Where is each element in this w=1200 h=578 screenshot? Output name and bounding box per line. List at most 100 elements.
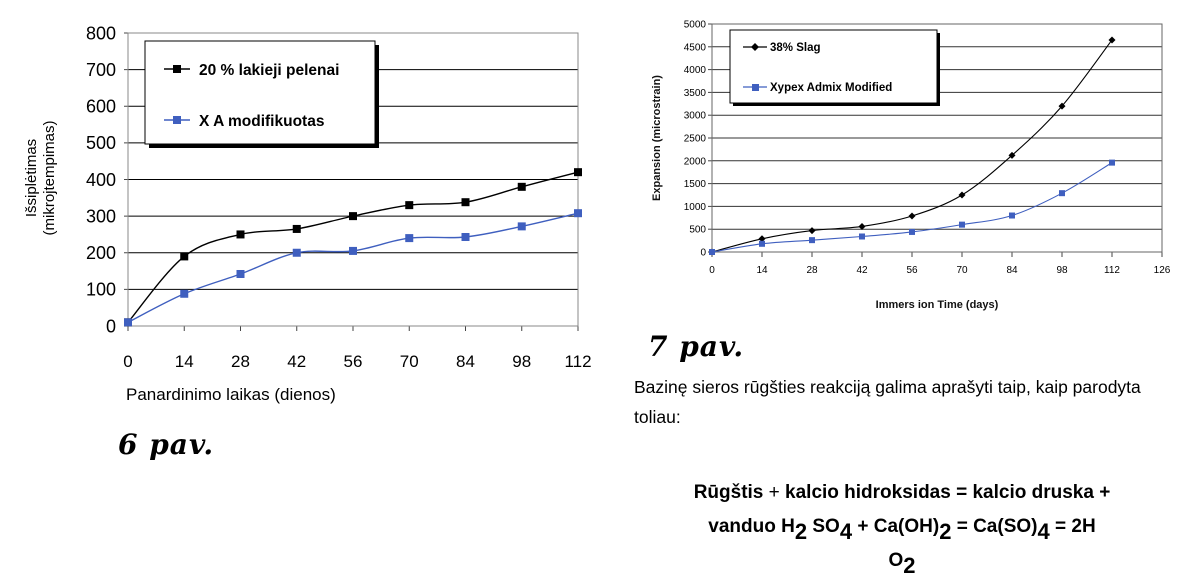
chart2-series: [708, 36, 1116, 256]
eq-subscript: 2: [794, 519, 808, 544]
chart1-ytick-label: 0: [106, 316, 116, 336]
eq-subscript: 4: [839, 519, 853, 544]
chart2-point-1: [959, 221, 965, 228]
eq-part: vanduo H: [708, 516, 795, 537]
chart2-point-0: [908, 212, 916, 220]
chart2-legend-box: [729, 29, 938, 104]
chart1-ytick-label: 500: [86, 133, 116, 153]
chart1-legend-label-0: 20 % lakieji pelenai: [199, 62, 339, 79]
chart2-point-1: [709, 249, 715, 255]
chart2-xtick-label: 70: [956, 265, 968, 276]
chart2-xtick-label: 56: [906, 265, 918, 276]
chart2-point-1: [859, 233, 865, 240]
chart1-point-1: [292, 248, 301, 257]
chart1-point-1: [180, 289, 189, 298]
chart1-xtick-label: 42: [287, 352, 306, 371]
chart1-ytick-label: 200: [86, 243, 116, 263]
chart1-xtick-label: 112: [564, 352, 591, 371]
eq-part: SO: [807, 516, 840, 537]
reaction-description: Bazinę sieros rūgšties reakciją galima a…: [634, 377, 1141, 427]
eq-part: = Ca(SO): [951, 516, 1038, 537]
eq-part: O: [888, 550, 904, 571]
eq-part: + Ca(OH): [852, 516, 940, 537]
figure-6-caption: 6 pav.: [118, 428, 215, 461]
chart2-point-1: [1109, 159, 1115, 166]
chart2-point-0: [758, 235, 766, 243]
eq-subscript: 2: [903, 553, 916, 578]
chart2-plot-border: [711, 23, 1163, 253]
chart2-point-0: [958, 191, 966, 199]
chart2-ytick-label: 1000: [684, 202, 707, 213]
chart2-xtick-label: 14: [756, 265, 768, 276]
chart1-y-axis-title-2: (mikrojtempimas): [41, 120, 58, 235]
chart1-legend-box: [144, 40, 376, 145]
chart2-ytick-label: 500: [689, 225, 706, 236]
chart2-legend-label-0: 38% Slag: [770, 42, 821, 54]
eq-part: kalcio hidroksidas = kalcio druska +: [785, 482, 1111, 503]
chart1-point-0: [236, 230, 245, 239]
chart1-series-line-1: [127, 212, 579, 323]
chart1-xticks: 0 14 28 42 56 70 84 98 112: [123, 352, 591, 371]
chart1-yticks: 0 100 200 300 400 500 600 700 800: [86, 23, 116, 336]
chart2-ytick-label: 4000: [684, 65, 707, 76]
chart2-point-0: [858, 222, 866, 230]
chart1-point-1: [236, 269, 245, 278]
chart2-xtick-label: 112: [1104, 265, 1120, 276]
chart1-ytick-label: 700: [86, 60, 116, 80]
eq-part: +: [763, 482, 786, 503]
chart1-y-axis-title: Išsiplėtimas: [23, 139, 40, 217]
chart2-point-1: [1009, 212, 1015, 219]
chart1-ytick-label: 600: [86, 97, 116, 117]
chart1-xtick-label: 84: [456, 352, 475, 371]
chart1-point-0: [292, 224, 301, 233]
chart1-point-0: [405, 201, 414, 210]
expansion-chart-lt: 0 100 200 300 400 500 600 700 800 0 14 28 42 56 70 84 9…: [23, 23, 592, 404]
chart2-point-0: [1008, 151, 1016, 159]
chart2-point-1: [909, 228, 915, 235]
chart1-xtick-label: 28: [231, 352, 250, 371]
chart2-legend-marker-0: [751, 43, 759, 51]
chart2-ytick-label: 0: [700, 248, 706, 259]
chart1-series: [124, 168, 582, 327]
chart1-legend-marker-0: [173, 65, 181, 73]
chart1-point-0: [461, 198, 470, 207]
chart1-point-0: [517, 182, 526, 191]
chart1-ytick-label: 100: [86, 280, 116, 300]
chart2-xtick-label: 0: [709, 265, 715, 276]
eq-part: Rūgštis: [693, 482, 764, 503]
chart2-xtick-label: 42: [856, 265, 868, 276]
chart2-series-line-1: [711, 162, 1113, 253]
figure-7-caption: 7 pav.: [648, 330, 745, 363]
chart2-ytick-label: 2000: [684, 156, 707, 167]
chart1-x-axis-title: Panardinimo laikas (dienos): [126, 385, 336, 404]
chart2-legend-marker-1: [752, 84, 759, 91]
chart1-point-1: [124, 318, 132, 327]
chart2-series-line-0: [711, 39, 1113, 253]
eq-part: = 2H: [1049, 516, 1096, 537]
chart1-ytick-label: 300: [86, 206, 116, 226]
chart2-legend-label-1: Xypex Admix Modified: [770, 82, 892, 94]
chart1-point-0: [180, 252, 189, 261]
chart1-legend: 20 % lakieji pelenai X A modifikuotas: [144, 40, 379, 148]
chart2-y-axis-title: Expansion (microstrain): [651, 75, 663, 201]
chart2-xticks: 0 14 28 42 56 70 84 98 112 126: [709, 265, 1171, 276]
chart2-ytick-label: 3000: [684, 111, 707, 122]
chart1-point-0: [574, 168, 582, 177]
chart2-xtick-label: 126: [1154, 265, 1171, 276]
chart2-xtick-label: 84: [1006, 265, 1018, 276]
chart2-point-0: [808, 227, 816, 235]
chemical-equation: Rūgštis + kalcio hidroksidas = kalcio dr…: [622, 476, 1182, 578]
chart1-xtick-label: 70: [400, 352, 419, 371]
chart1-point-1: [349, 246, 357, 255]
chart1-ytick-label: 400: [86, 170, 116, 190]
chart1-xtick-label: 98: [512, 352, 531, 371]
chart1-point-1: [461, 233, 470, 242]
chart1-point-0: [349, 212, 357, 221]
chart2-xtick-label: 28: [806, 265, 818, 276]
chart2-point-1: [809, 237, 815, 244]
chart1-xtick-label: 56: [344, 352, 363, 371]
chart2-ytick-label: 2500: [684, 134, 707, 145]
chart2-x-axis-title: Immers ion Time (days): [876, 299, 999, 311]
chart1-legend-label-1: X A modifikuotas: [199, 113, 324, 130]
chart1-point-1: [517, 222, 526, 231]
